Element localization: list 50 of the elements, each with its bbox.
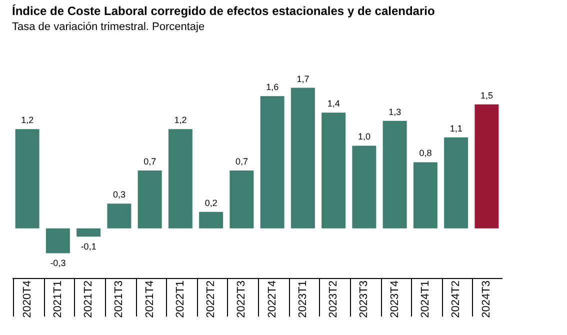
data-label: 1,6 xyxy=(266,82,279,92)
bar xyxy=(168,129,192,228)
x-tick-label: 2021T1 xyxy=(52,280,64,318)
chart-subtitle: Tasa de variación trimestral. Porcentaje xyxy=(12,21,205,33)
data-label: -0,3 xyxy=(50,258,66,268)
x-tick-label: 2022T3 xyxy=(236,280,248,318)
x-tick-label: 2021T4 xyxy=(144,280,156,318)
data-label: 1,1 xyxy=(450,123,462,134)
data-label: 1,0 xyxy=(358,132,370,142)
x-tick-label: 2021T2 xyxy=(82,280,95,318)
data-label: 0,3 xyxy=(112,190,126,200)
x-tick-label: 2021T3 xyxy=(113,280,126,318)
data-label: 0,8 xyxy=(419,148,432,158)
x-tick-label: 2020T4 xyxy=(21,280,34,318)
x-tick-label: 2022T1 xyxy=(174,280,186,318)
chart-title: Índice de Coste Laboral corregido de efectos estacionales y de calendario xyxy=(12,4,435,18)
data-label: 0,2 xyxy=(204,198,218,208)
bar xyxy=(413,162,438,228)
data-label: 0,7 xyxy=(235,156,248,166)
data-label: 1,4 xyxy=(327,98,340,109)
x-tick-label: 2024T2 xyxy=(450,280,462,318)
bar xyxy=(199,212,224,228)
x-tick-label: 2023T3 xyxy=(358,280,370,318)
bar xyxy=(138,170,162,228)
bar xyxy=(474,104,499,228)
x-tick-label: 2022T2 xyxy=(205,280,218,318)
data-label: -0,1 xyxy=(80,242,96,252)
bar xyxy=(352,146,376,228)
bar xyxy=(290,88,315,228)
data-label: 1,2 xyxy=(174,115,187,126)
x-tick-label: 2024T1 xyxy=(419,280,432,318)
bar xyxy=(322,112,346,228)
bar xyxy=(46,228,70,254)
x-tick-label: 2023T4 xyxy=(388,280,401,318)
bar xyxy=(107,204,132,228)
bar xyxy=(230,170,254,228)
data-label: 1,7 xyxy=(296,74,310,84)
data-label: 1,2 xyxy=(21,115,34,126)
bar xyxy=(260,96,284,228)
x-tick-label: 2023T2 xyxy=(328,280,340,318)
bar xyxy=(444,137,468,228)
data-label: 1,5 xyxy=(480,90,493,100)
data-label: 0,7 xyxy=(144,156,156,166)
x-tick-label: 2023T1 xyxy=(296,280,309,318)
bar xyxy=(15,129,40,228)
bar xyxy=(76,228,101,237)
bar xyxy=(382,120,407,228)
data-label: 1,3 xyxy=(388,106,402,117)
x-tick-label: 2022T4 xyxy=(266,280,278,318)
x-tick-label: 2024T3 xyxy=(480,280,493,318)
